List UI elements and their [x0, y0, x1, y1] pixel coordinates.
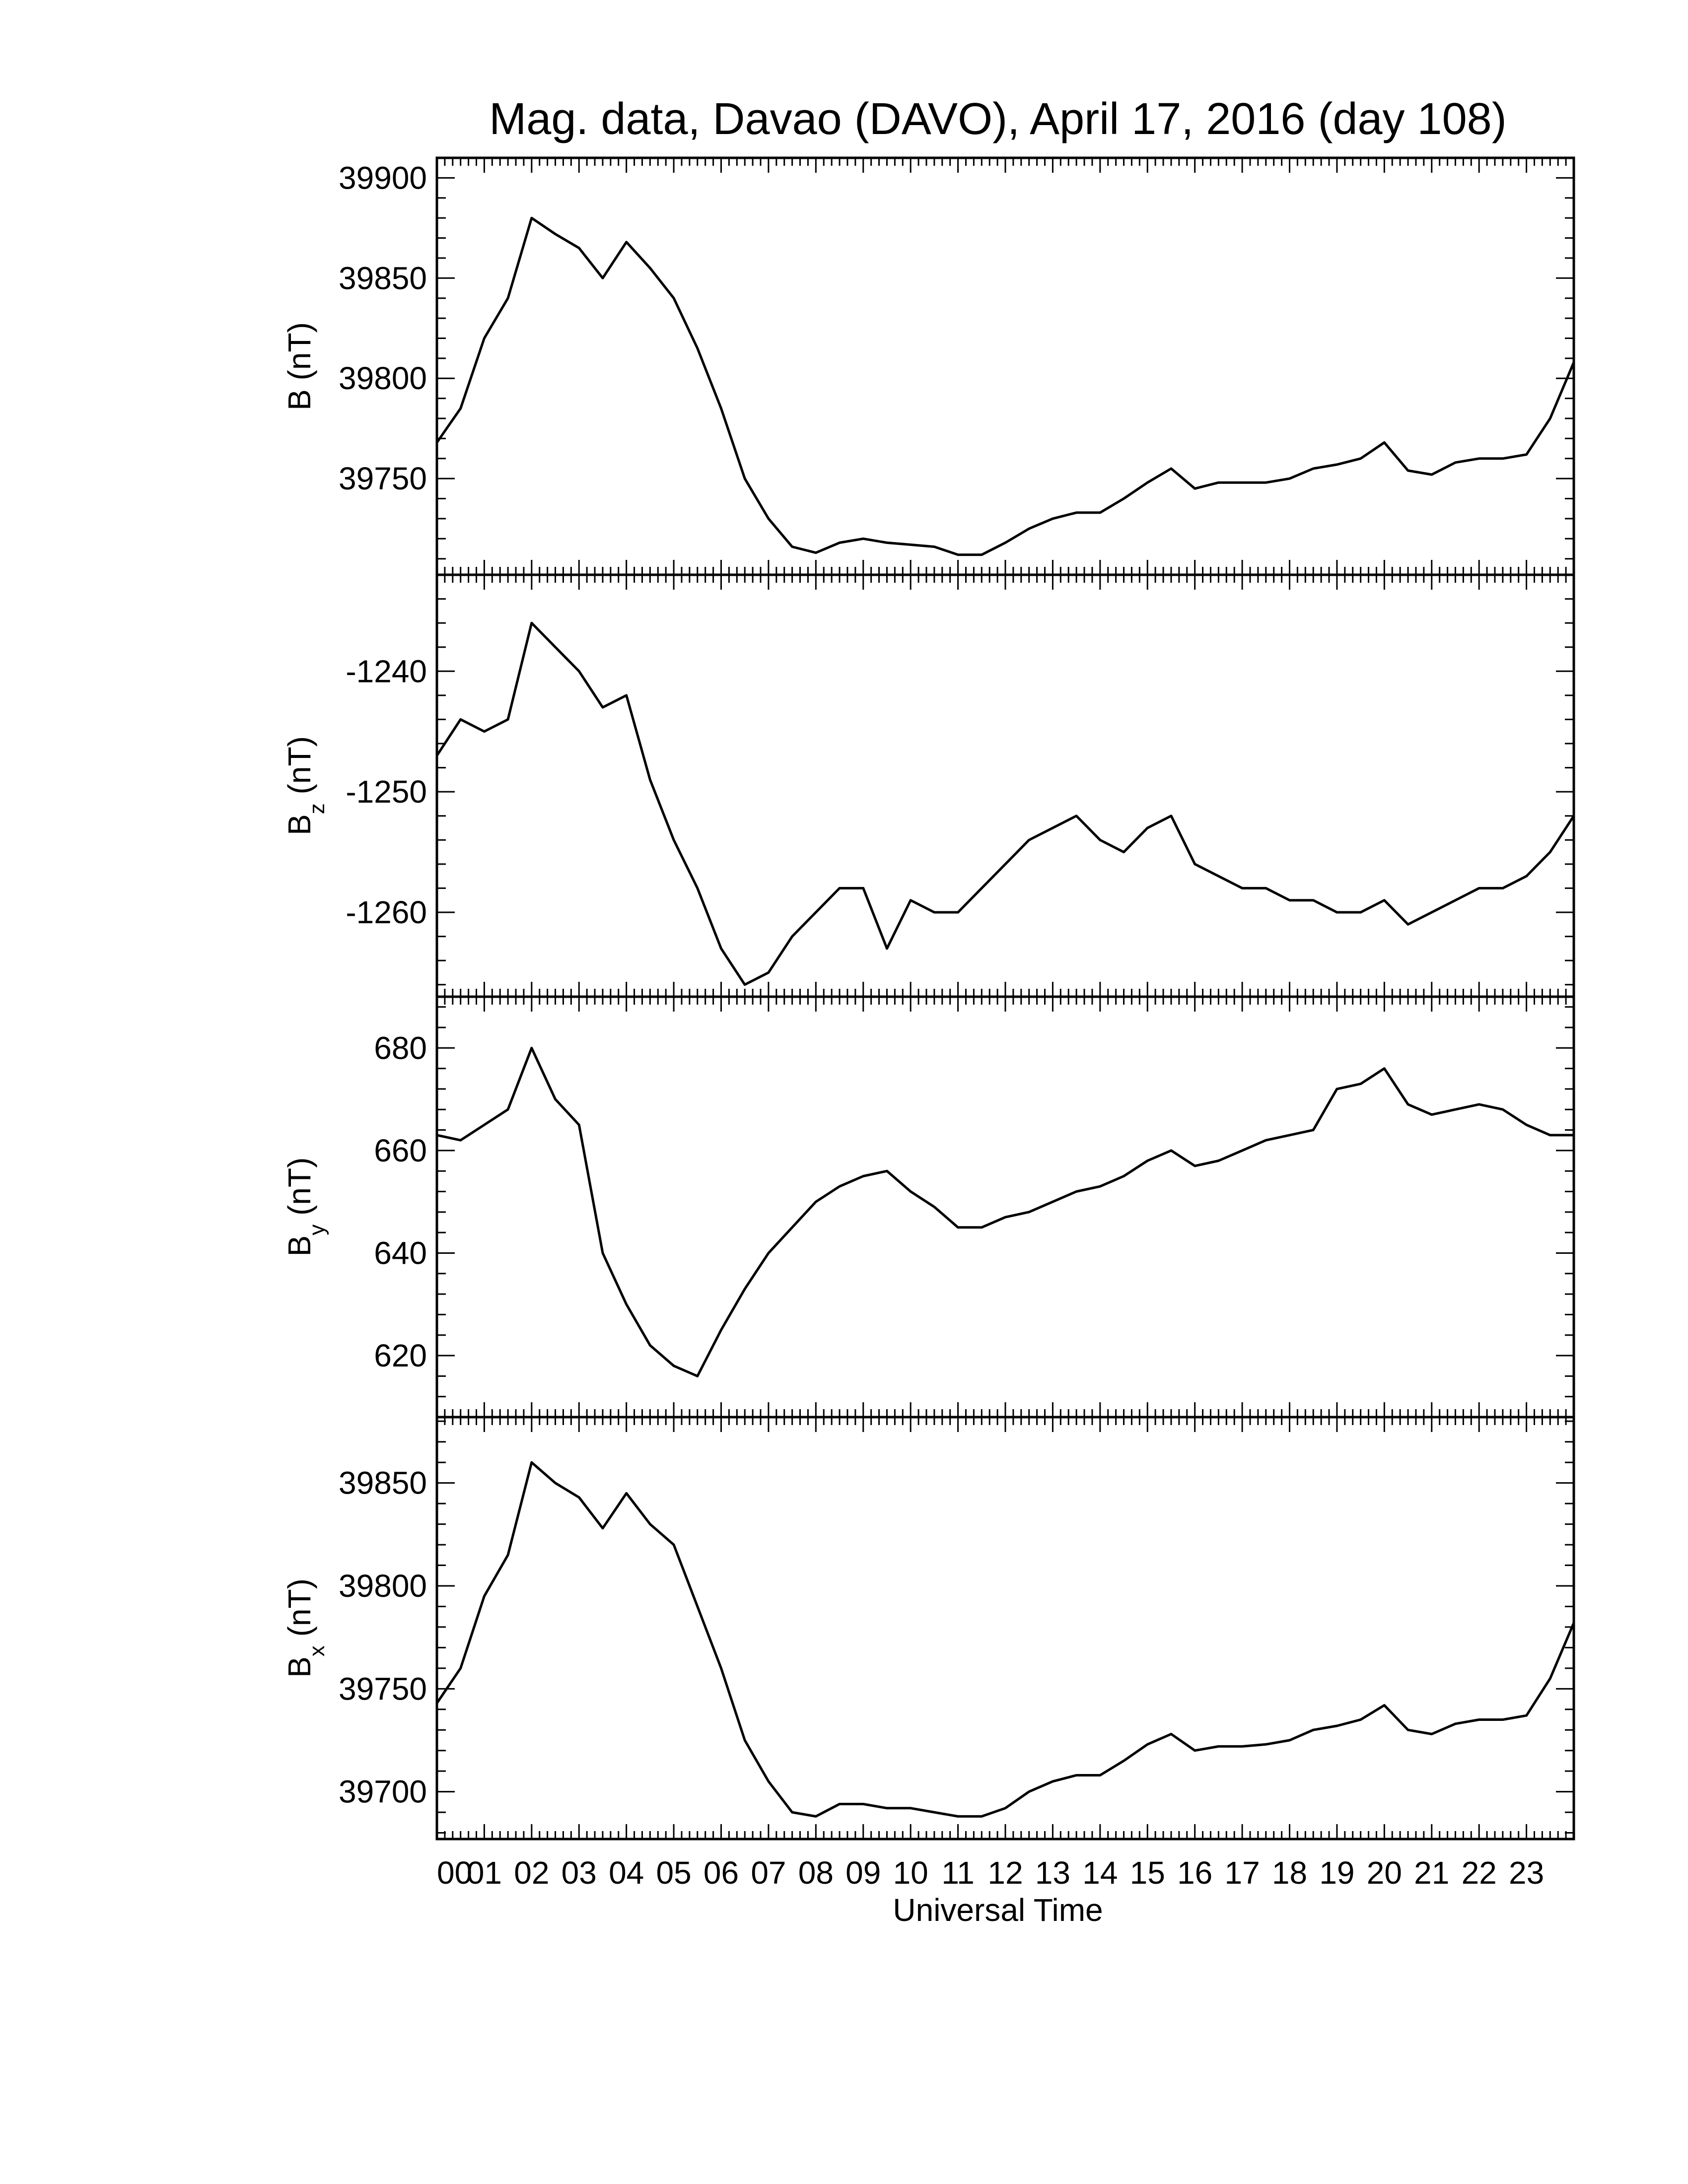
y-axis-title-unit: (nT) — [281, 1578, 317, 1645]
x-tick-label: 02 — [514, 1855, 549, 1891]
y-tick-label: 39800 — [339, 1568, 427, 1604]
y-axis-title-unit: (nT) — [281, 1158, 317, 1225]
y-tick-label: 39750 — [339, 1671, 427, 1706]
x-tick-label: 01 — [467, 1855, 502, 1891]
panel-4: 39700 39750 39800 39850 Bx (nT) — [281, 1416, 1575, 1841]
y-axis-title-unit: (nT) — [281, 322, 317, 389]
y-tick-label: 39850 — [339, 1465, 427, 1501]
y-tick-label: 620 — [374, 1338, 427, 1373]
x-tick-label: 03 — [562, 1855, 597, 1891]
x-tick-label: 14 — [1082, 1855, 1118, 1891]
y-axis-title: By (nT) — [281, 1158, 329, 1257]
y-axis-title-main: B — [281, 389, 317, 410]
y-tick-label: 39700 — [339, 1774, 427, 1810]
y-axis-title-subscript: z — [305, 803, 329, 814]
y-axis-title-subscript: y — [305, 1225, 329, 1235]
x-tick-label: 09 — [845, 1855, 881, 1891]
x-tick-label: 12 — [987, 1855, 1023, 1891]
series-line-1 — [435, 216, 1575, 556]
x-tick-label: 06 — [703, 1855, 739, 1891]
series-line-4 — [435, 1461, 1575, 1818]
y-tick-label: 660 — [374, 1133, 427, 1168]
y-tick-label: 39800 — [339, 360, 427, 396]
x-tick-label: 23 — [1509, 1855, 1544, 1891]
x-tick-label: 19 — [1319, 1855, 1354, 1891]
y-axis-title-subscript: x — [305, 1645, 329, 1656]
x-tick-label: 10 — [893, 1855, 928, 1891]
panel-2: -1260 -1250 -1240 Bz (nT) — [281, 573, 1575, 998]
x-tick-label: 18 — [1272, 1855, 1307, 1891]
y-axis-title: Bz (nT) — [281, 736, 329, 835]
panel-1: 39750 39800 39850 39900 B (nT) — [281, 156, 1575, 576]
y-tick-label: -1240 — [346, 653, 427, 689]
panel-3: 620 640 660 680 By (nT) — [281, 995, 1575, 1419]
x-tick-label: 16 — [1177, 1855, 1212, 1891]
x-tick-label: 04 — [609, 1855, 644, 1891]
y-tick-label: 680 — [374, 1030, 427, 1066]
x-tick-label: 07 — [751, 1855, 786, 1891]
x-tick-label: 22 — [1462, 1855, 1497, 1891]
x-tick-label: 20 — [1367, 1855, 1402, 1891]
y-tick-label: 39750 — [339, 461, 427, 496]
x-tick-label: 11 — [941, 1855, 974, 1891]
x-axis-title: Universal Time — [893, 1892, 1103, 1928]
y-tick-label: 640 — [374, 1235, 427, 1271]
x-tick-label: 15 — [1130, 1855, 1165, 1891]
chart-title: Mag. data, Davao (DAVO), April 17, 2016 … — [489, 94, 1506, 144]
series-line-3 — [436, 1046, 1574, 1377]
y-axis-title-main: B — [281, 1656, 317, 1678]
y-axis-title: B (nT) — [281, 322, 317, 410]
panels-layer: 39750 39800 39850 39900 B (nT) -1260 -1250 -124… — [281, 156, 1575, 1841]
x-tick-label: 13 — [1035, 1855, 1070, 1891]
series-line-2 — [435, 621, 1575, 986]
x-tick-label: 00 — [437, 1855, 472, 1891]
y-tick-label: -1250 — [346, 774, 427, 810]
x-tick-label: 21 — [1414, 1855, 1449, 1891]
y-axis-title-main: B — [281, 814, 317, 835]
y-axis-title: Bx (nT) — [281, 1578, 329, 1678]
y-tick-label: -1260 — [346, 894, 427, 930]
y-tick-label: 39900 — [339, 160, 427, 196]
x-tick-label: 17 — [1224, 1855, 1260, 1891]
y-axis-title-main: B — [281, 1235, 317, 1257]
x-tick-label: 05 — [656, 1855, 691, 1891]
y-tick-label: 39850 — [339, 260, 427, 296]
x-tick-label: 08 — [798, 1855, 834, 1891]
y-axis-title-unit: (nT) — [281, 736, 317, 803]
